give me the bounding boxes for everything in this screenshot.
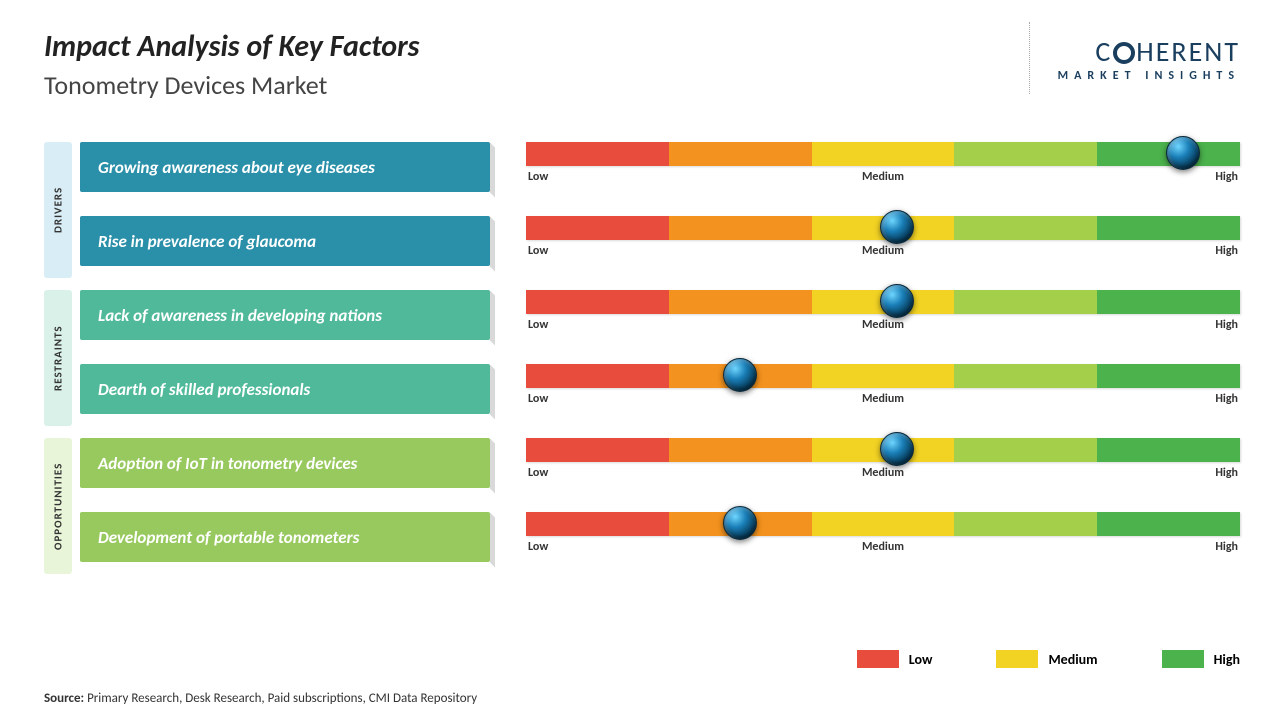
impact-scale: Low Medium High xyxy=(526,290,1240,332)
scale-label-medium: Medium xyxy=(862,540,904,554)
scale-label-low: Low xyxy=(528,170,548,184)
impact-marker xyxy=(723,506,757,540)
legend: Low Medium High xyxy=(857,650,1240,668)
impact-scale: Low Medium High xyxy=(526,216,1240,258)
scale-bar xyxy=(526,142,1240,166)
factor-label: Adoption of IoT in tonometry devices xyxy=(80,438,490,488)
factor-row: Growing awareness about eye diseases Low M… xyxy=(80,142,1240,204)
scale-label-medium: Medium xyxy=(862,466,904,480)
scale-label-low: Low xyxy=(528,318,548,332)
impact-marker xyxy=(880,284,914,318)
impact-marker xyxy=(880,432,914,466)
scale-bar xyxy=(526,216,1240,240)
brand-logo: CHERENT MARKET INSIGHTS xyxy=(1029,22,1240,94)
impact-chart: DRIVERS Growing awareness about eye disea… xyxy=(44,142,1240,586)
scale-label-high: High xyxy=(1215,244,1238,258)
logo-tagline: MARKET INSIGHTS xyxy=(1058,69,1240,83)
page-subtitle: Tonometry Devices Market xyxy=(44,69,420,101)
legend-label: High xyxy=(1214,651,1240,668)
impact-marker xyxy=(880,210,914,244)
scale-label-low: Low xyxy=(528,244,548,258)
logo-name: CHERENT xyxy=(1058,34,1240,69)
source-citation: Source: Primary Research, Desk Research,… xyxy=(44,691,477,706)
scale-label-high: High xyxy=(1215,466,1238,480)
group-label: RESTRAINTS xyxy=(44,290,72,426)
header: Impact Analysis of Key Factors Tonometry… xyxy=(44,28,420,101)
scale-bar xyxy=(526,438,1240,462)
factor-label: Lack of awareness in developing nations xyxy=(80,290,490,340)
impact-scale: Low Medium High xyxy=(526,142,1240,184)
legend-label: Low xyxy=(909,651,933,668)
factor-row: Development of portable tonometers Low Med… xyxy=(80,512,1240,574)
legend-swatch xyxy=(996,650,1038,668)
legend-swatch xyxy=(1162,650,1204,668)
factor-label: Rise in prevalence of glaucoma xyxy=(80,216,490,266)
factor-label: Growing awareness about eye diseases xyxy=(80,142,490,192)
scale-bar xyxy=(526,290,1240,314)
impact-scale: Low Medium High xyxy=(526,364,1240,406)
scale-label-low: Low xyxy=(528,392,548,406)
impact-marker xyxy=(723,358,757,392)
scale-label-medium: Medium xyxy=(862,392,904,406)
factor-label: Dearth of skilled professionals xyxy=(80,364,490,414)
legend-item: High xyxy=(1162,650,1240,668)
legend-label: Medium xyxy=(1048,651,1097,668)
legend-swatch xyxy=(857,650,899,668)
factor-group: DRIVERS Growing awareness about eye disea… xyxy=(44,142,1240,278)
logo-ring-icon xyxy=(1113,42,1135,64)
scale-label-low: Low xyxy=(528,540,548,554)
scale-label-medium: Medium xyxy=(862,170,904,184)
legend-item: Medium xyxy=(996,650,1097,668)
scale-label-low: Low xyxy=(528,466,548,480)
page-title: Impact Analysis of Key Factors xyxy=(44,28,420,65)
scale-bar xyxy=(526,512,1240,536)
scale-label-high: High xyxy=(1215,170,1238,184)
scale-label-high: High xyxy=(1215,392,1238,406)
factor-group: RESTRAINTS Lack of awareness in developin… xyxy=(44,290,1240,426)
scale-label-high: High xyxy=(1215,318,1238,332)
factor-row: Rise in prevalence of glaucoma Low Medium H… xyxy=(80,216,1240,278)
group-label: OPPORTUNITIES xyxy=(44,438,72,574)
factor-label: Development of portable tonometers xyxy=(80,512,490,562)
factor-row: Lack of awareness in developing nations L… xyxy=(80,290,1240,352)
impact-scale: Low Medium High xyxy=(526,438,1240,480)
impact-marker xyxy=(1166,136,1200,170)
scale-label-medium: Medium xyxy=(862,318,904,332)
legend-item: Low xyxy=(857,650,933,668)
factor-row: Adoption of IoT in tonometry devices Low M… xyxy=(80,438,1240,500)
impact-scale: Low Medium High xyxy=(526,512,1240,554)
factor-row: Dearth of skilled professionals Low Medium… xyxy=(80,364,1240,426)
scale-label-medium: Medium xyxy=(862,244,904,258)
scale-label-high: High xyxy=(1215,540,1238,554)
scale-bar xyxy=(526,364,1240,388)
factor-group: OPPORTUNITIES Adoption of IoT in tonometr… xyxy=(44,438,1240,574)
group-label: DRIVERS xyxy=(44,142,72,278)
